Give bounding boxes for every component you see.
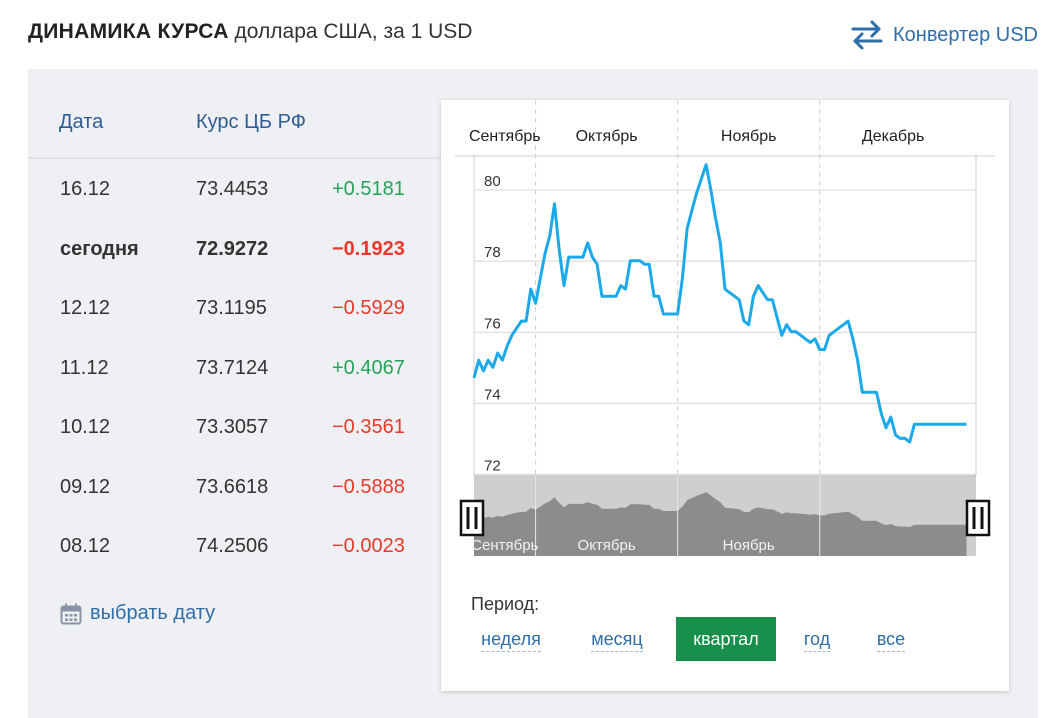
table-row: 09.12 73.6618 −0.5888: [28, 459, 453, 519]
table-row: 16.12 73.4453 +0.5181: [28, 161, 453, 221]
row-change: −0.3561: [332, 416, 405, 438]
row-date: 16.12: [60, 178, 111, 200]
period-label: Период:: [471, 594, 540, 614]
row-date: 10.12: [60, 416, 111, 438]
row-rate: 73.1195: [196, 297, 267, 319]
row-change: −0.0023: [332, 535, 405, 557]
table-row: 10.12 73.3057 −0.3561: [28, 399, 453, 459]
row-rate: 74.2506: [196, 535, 269, 557]
navigator-area: [474, 492, 967, 556]
period-quarter-button[interactable]: квартал: [676, 617, 776, 661]
chart-card: 72 74 76 78 80 Сентябрь Октябрь Ноябрь Декабрь Се…: [441, 100, 1009, 691]
row-rate: 73.3057: [196, 416, 269, 438]
row-change: +0.5181: [332, 178, 405, 200]
converter-link[interactable]: Конвертер USD: [849, 18, 1038, 52]
navigator-month-label: Сентябрь: [471, 537, 538, 554]
header: ДИНАМИКА КУРСА доллара США, за 1 USD Кон…: [28, 18, 1038, 58]
month-label: Декабрь: [862, 128, 924, 145]
month-labels: Сентябрь Октябрь Ноябрь Декабрь: [469, 128, 924, 145]
period-selector: неделя месяц квартал год все: [471, 617, 991, 661]
calendar-icon: [60, 603, 82, 624]
period-year-label: год: [803, 629, 831, 652]
period-month-button[interactable]: месяц: [575, 617, 659, 661]
navigator-labels: Сентябрь Октябрь Ноябрь: [471, 537, 775, 554]
y-tick-label: 78: [484, 244, 501, 261]
period-week-button[interactable]: неделя: [471, 617, 551, 661]
row-rate: 73.7124: [196, 356, 269, 379]
navigator-left-handle-box: [459, 499, 485, 537]
pick-date-link[interactable]: выбрать дату: [60, 602, 215, 625]
navigator-left-handle[interactable]: [459, 499, 485, 537]
table-row: 08.12 74.2506 −0.0023: [28, 518, 453, 578]
table-row: 12.12 73.1195 −0.5929: [28, 280, 453, 340]
converter-label: Конвертер USD: [893, 23, 1038, 46]
row-date: 09.12: [60, 475, 111, 498]
period-quarter-label: квартал: [693, 629, 759, 649]
row-date: 12.12: [60, 297, 111, 319]
page-title-strong: ДИНАМИКА КУРСА: [28, 20, 229, 43]
row-date: 08.12: [60, 535, 111, 557]
period-all-label: все: [876, 629, 906, 652]
period-year-button[interactable]: год: [793, 617, 841, 661]
row-date: сегодня: [60, 237, 139, 260]
month-label: Ноябрь: [721, 128, 777, 145]
column-header-rate: Курс ЦБ РФ: [196, 111, 306, 133]
table-row: 11.12 73.7124 +0.4067: [28, 340, 453, 400]
navigator-month-label: Ноябрь: [723, 537, 775, 554]
rate-line: [472, 163, 967, 444]
rates-table: 16.12 73.4453 +0.5181 сегодня 72.9272 −0…: [28, 161, 453, 578]
y-tick-label: 76: [484, 315, 501, 332]
table-row: сегодня 72.9272 −0.1923: [28, 221, 453, 281]
page-title-rest: доллара США, за 1 USD: [234, 20, 473, 43]
row-rate: 73.4453: [196, 178, 269, 200]
month-label: Сентябрь: [469, 128, 541, 145]
navigator-right-handle[interactable]: [965, 499, 991, 537]
navigator-month-label: Октябрь: [578, 537, 636, 554]
swap-arrows-icon: [851, 20, 883, 50]
period-month-label: месяц: [591, 629, 643, 652]
period-all-button[interactable]: все: [863, 617, 919, 661]
period-week-label: неделя: [481, 629, 541, 652]
row-change: −0.5888: [332, 475, 405, 498]
y-tick-label: 80: [484, 173, 501, 190]
row-change: −0.1923: [332, 237, 405, 260]
table-header: Дата Курс ЦБ РФ: [28, 69, 453, 159]
column-header-date: Дата: [59, 111, 104, 133]
row-rate: 73.6618: [196, 475, 269, 498]
row-rate: 72.9272: [196, 237, 269, 260]
month-label: Октябрь: [576, 128, 638, 145]
rates-panel: Дата Курс ЦБ РФ 16.12 73.4453 +0.5181 се…: [28, 69, 1038, 718]
y-tick-label: 74: [484, 386, 501, 403]
row-date: 11.12: [60, 356, 109, 379]
pick-date-label: выбрать дату: [90, 602, 216, 624]
row-change: −0.5929: [332, 297, 405, 319]
row-change: +0.4067: [332, 356, 405, 379]
page-title: ДИНАМИКА КУРСА доллара США, за 1 USD: [28, 20, 472, 44]
navigator-right-handle-box: [965, 499, 991, 537]
y-tick-label: 72: [484, 458, 501, 475]
